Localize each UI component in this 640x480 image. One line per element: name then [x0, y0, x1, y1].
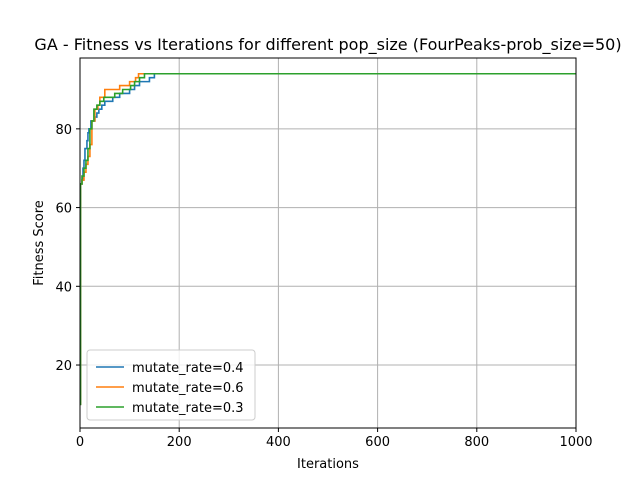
x-tick-label: 0	[76, 435, 84, 450]
legend-label: mutate_rate=0.6	[132, 381, 244, 396]
y-axis-label: Fitness Score	[32, 200, 47, 286]
plot-frame	[79, 57, 577, 429]
x-axis-label: Iterations	[297, 457, 359, 472]
chart-title: GA - Fitness vs Iterations for different…	[34, 35, 621, 55]
x-axis-ticks: 0 200 400 600 800 1000	[76, 428, 593, 450]
y-tick-label: 60	[55, 202, 72, 217]
legend-label: mutate_rate=0.3	[132, 401, 244, 416]
series-layer	[79, 72, 576, 406]
y-tick-label: 40	[55, 280, 72, 295]
y-axis-ticks: 20 40 60 80	[55, 123, 80, 374]
x-tick-label: 200	[167, 435, 192, 450]
series-line-mutate-rate-0-4	[79, 72, 576, 406]
series-line-mutate-rate-0-3	[79, 72, 576, 406]
x-tick-label: 600	[365, 435, 390, 450]
x-tick-label: 400	[266, 435, 291, 450]
legend: mutate_rate=0.4 mutate_rate=0.6 mutate_rat…	[86, 349, 256, 421]
x-tick-label: 800	[464, 435, 489, 450]
legend-box	[86, 349, 256, 421]
y-tick-label: 20	[55, 359, 72, 374]
y-tick-label: 80	[55, 123, 72, 138]
x-tick-label: 1000	[559, 435, 592, 450]
legend-label: mutate_rate=0.4	[132, 361, 244, 376]
